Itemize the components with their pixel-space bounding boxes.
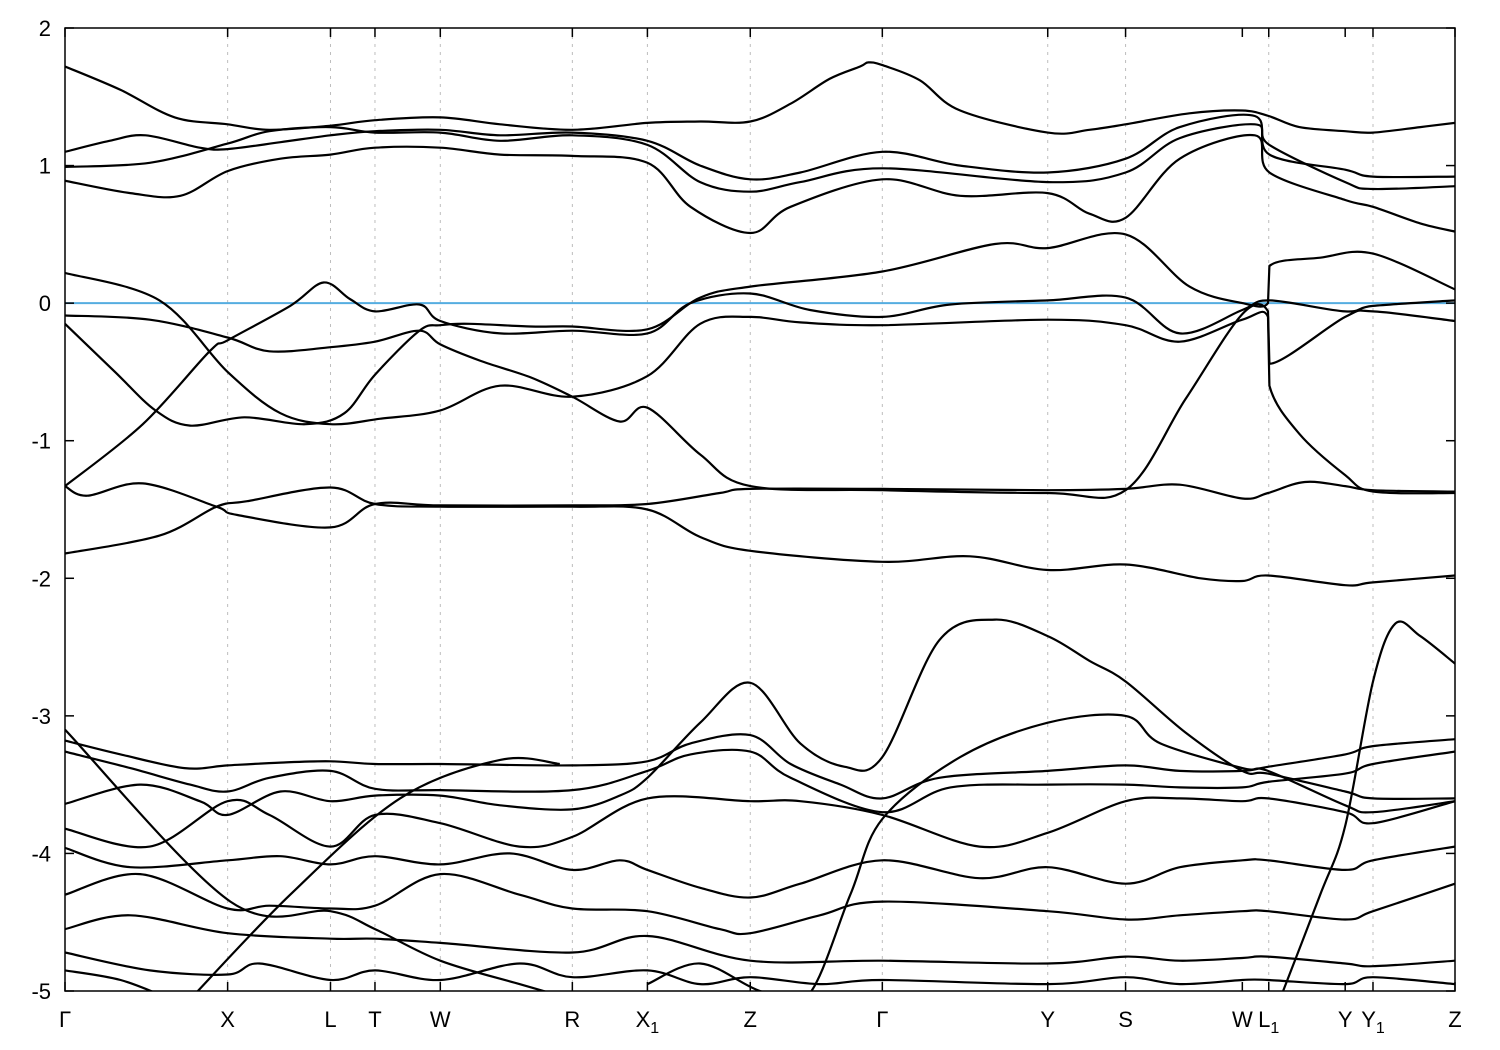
band-q1 [646,713,1455,991]
band-r2 [1281,620,1455,991]
k-point-label-Y: Y [1040,1007,1055,1032]
y-tick-label: -4 [31,841,51,866]
band-v8 [65,951,1455,986]
band-curves [65,61,1455,991]
band-v3 [65,618,1455,817]
band-l1 [65,480,1455,529]
k-point-label-T: T [368,1007,381,1032]
band-m2 [65,281,1455,487]
band-d1 [65,969,154,991]
band-m3 [65,303,1455,500]
y-axis-labels: 2 1 0 -1 -2 -3 -4 -5 [31,16,51,1004]
k-point-label-L: L [324,1007,336,1032]
y-tick-label: 0 [39,291,51,316]
band-m4 [65,271,1455,495]
band-v6 [65,872,1455,936]
plot-border [64,27,1456,992]
band-c1 [65,61,1455,135]
y-tick-label: 1 [39,154,51,179]
band-l2 [65,486,1455,587]
k-point-label-R: R [564,1007,580,1032]
y-tick-label: -2 [31,566,51,591]
gridlines [227,28,1374,991]
y-tick-label: -3 [31,704,51,729]
band-d2 [65,728,548,991]
band-v5 [65,845,1455,899]
band-c4 [65,133,1455,235]
band-v4 [65,795,1455,849]
k-point-label-Z: Z [744,1007,757,1032]
k-point-label-Γ: Γ [59,1007,71,1032]
k-point-label-Z: Z [1448,1007,1461,1032]
band-v7 [65,914,1455,968]
k-point-label-Γ: Γ [876,1007,888,1032]
tick-marks [64,27,1456,992]
k-point-label-W: W [430,1007,451,1032]
band-c3 [65,123,1455,193]
y-tick-label: -5 [31,979,51,1004]
band-c2 [65,113,1455,181]
band-v1 [65,733,1455,800]
band-r1 [196,756,560,991]
y-tick-label: -1 [31,429,51,454]
k-point-label-W: W [1232,1007,1253,1032]
k-point-label-Y: Y [1338,1007,1353,1032]
band-m1 [65,232,1455,427]
y-tick-label: 2 [39,16,51,41]
k-point-label-S: S [1118,1007,1133,1032]
band-v2 [65,748,1455,814]
k-point-label-X: X [220,1007,235,1032]
